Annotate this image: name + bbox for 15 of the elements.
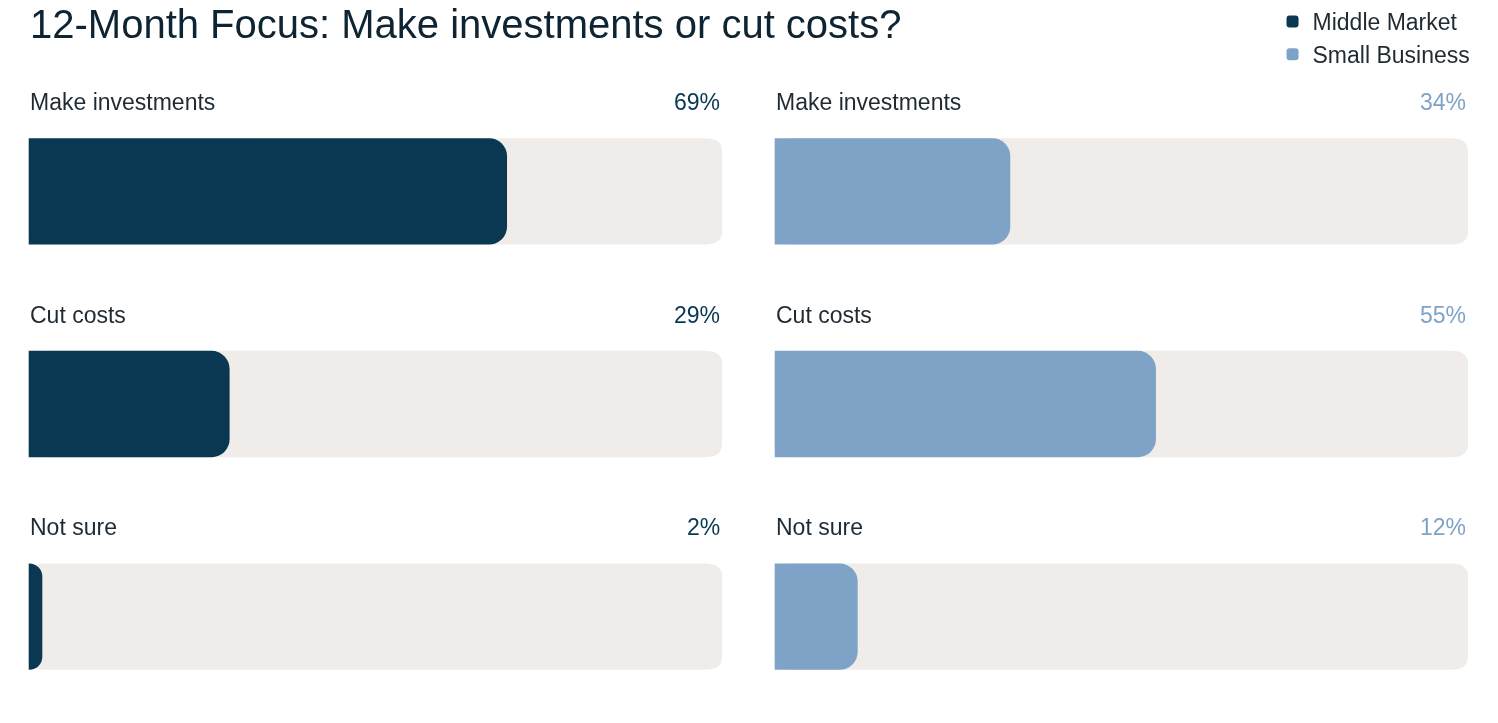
data-label: 29% — [674, 302, 721, 328]
data-label: 12% — [1420, 514, 1467, 540]
y-tick-label: Make investments — [30, 89, 216, 115]
data-label: 69% — [674, 89, 721, 115]
y-tick-label: Not sure — [30, 514, 117, 540]
data-label: 55% — [1420, 302, 1467, 328]
y-tick-label: Cut costs — [30, 302, 126, 328]
legend-label: Small Business — [1312, 42, 1470, 69]
data-label: 2% — [687, 514, 721, 540]
y-tick-label: Not sure — [776, 514, 863, 540]
chart-title: 12-Month Focus: Make investments or cut costs? — [30, 2, 902, 46]
data-label: 34% — [1420, 89, 1467, 115]
y-tick-label: Make investments — [776, 89, 962, 115]
y-tick-label: Cut costs — [776, 302, 872, 328]
legend-label: Middle Market — [1312, 9, 1458, 36]
